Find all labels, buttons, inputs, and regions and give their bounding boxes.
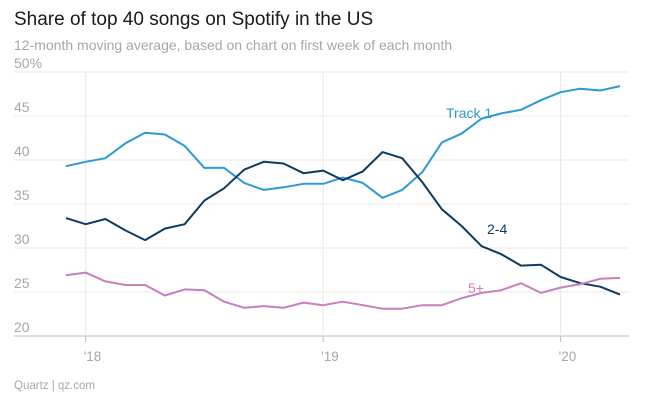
x-axis-ticks: '18 '19 '20 [84,336,577,364]
series-line-5 [65,271,621,310]
y-tick-label: 40 [14,143,30,159]
x-tick-label: '18 [84,349,102,364]
series-label-2-4: 2-4 [487,221,507,237]
x-tick-label: '20 [559,349,577,364]
x-tick-label: '19 [321,349,339,364]
series-line-2-4 [65,151,621,296]
series-label-5-plus: 5+ [468,280,484,296]
series-labels: Track 1 2-4 5+ [446,105,507,296]
source-credit: Quartz | qz.com [14,380,95,392]
y-axis-ticks: 50% 45 40 35 30 25 20 [14,55,42,335]
series-line-track-1 [65,85,621,199]
grid-lines [14,71,629,337]
series-label-track-1: Track 1 [446,105,492,121]
chart-title: Share of top 40 songs on Spotify in the … [14,9,374,30]
y-tick-label: 20 [14,319,30,335]
y-tick-label: 30 [14,231,30,247]
y-tick-label: 25 [14,275,30,291]
series-lines [65,85,621,310]
y-tick-label: 50% [14,55,42,71]
y-tick-label: 35 [14,187,30,203]
y-tick-label: 45 [14,99,30,115]
chart-subtitle: 12-month moving average, based on chart … [14,37,453,53]
